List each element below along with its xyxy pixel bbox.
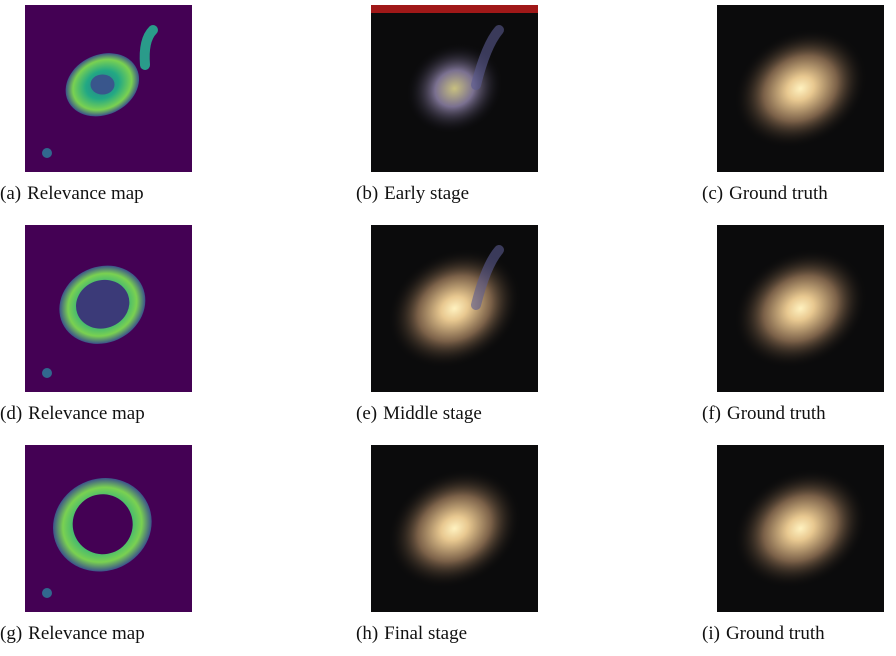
panel: (b) Early stage (356, 5, 538, 204)
caption: (h) Final stage (356, 623, 467, 644)
relevance-speck (42, 148, 52, 158)
caption-text: Ground truth (729, 183, 828, 204)
caption: (f) Ground truth (702, 403, 826, 424)
caption-text: Final stage (384, 623, 467, 644)
caption: (d) Relevance map (0, 403, 145, 424)
caption-text: Relevance map (28, 403, 145, 424)
panel: (i) Ground truth (702, 445, 889, 644)
panel: (f) Ground truth (702, 225, 889, 424)
caption-label: (d) (0, 403, 22, 424)
caption-label: (a) (0, 183, 21, 204)
panel: (d) Relevance map (0, 225, 192, 424)
caption-text: Ground truth (726, 623, 825, 644)
caption-label: (f) (702, 403, 721, 424)
relevance-speck (42, 368, 52, 378)
caption: (b) Early stage (356, 183, 469, 204)
panel: (a) Relevance map (0, 5, 192, 204)
page: (a) Relevance map (b) Early stage (c) Ground … (0, 0, 896, 651)
caption-text: Relevance map (27, 183, 144, 204)
caption: (g) Relevance map (0, 623, 145, 644)
panel: (e) Middle stage (356, 225, 543, 424)
caption-label: (g) (0, 623, 22, 644)
caption: (e) Middle stage (356, 403, 482, 424)
caption: (c) Ground truth (702, 183, 828, 204)
caption-text: Early stage (384, 183, 469, 204)
caption-label: (i) (702, 623, 720, 644)
caption-text: Middle stage (383, 403, 482, 424)
artifact-band (371, 5, 538, 13)
caption-label: (e) (356, 403, 377, 424)
relevance-speck (42, 588, 52, 598)
caption-label: (h) (356, 623, 378, 644)
relevance-core (91, 75, 115, 95)
figure: (a) Relevance map (b) Early stage (c) Ground … (0, 0, 896, 651)
caption-text: Ground truth (727, 403, 826, 424)
caption-text: Relevance map (28, 623, 145, 644)
caption: (i) Ground truth (702, 623, 825, 644)
caption-label: (b) (356, 183, 378, 204)
caption: (a) Relevance map (0, 183, 144, 204)
panel: (c) Ground truth (702, 5, 889, 204)
caption-label: (c) (702, 183, 723, 204)
panel: (g) Relevance map (0, 445, 192, 644)
panel: (h) Final stage (356, 445, 543, 644)
